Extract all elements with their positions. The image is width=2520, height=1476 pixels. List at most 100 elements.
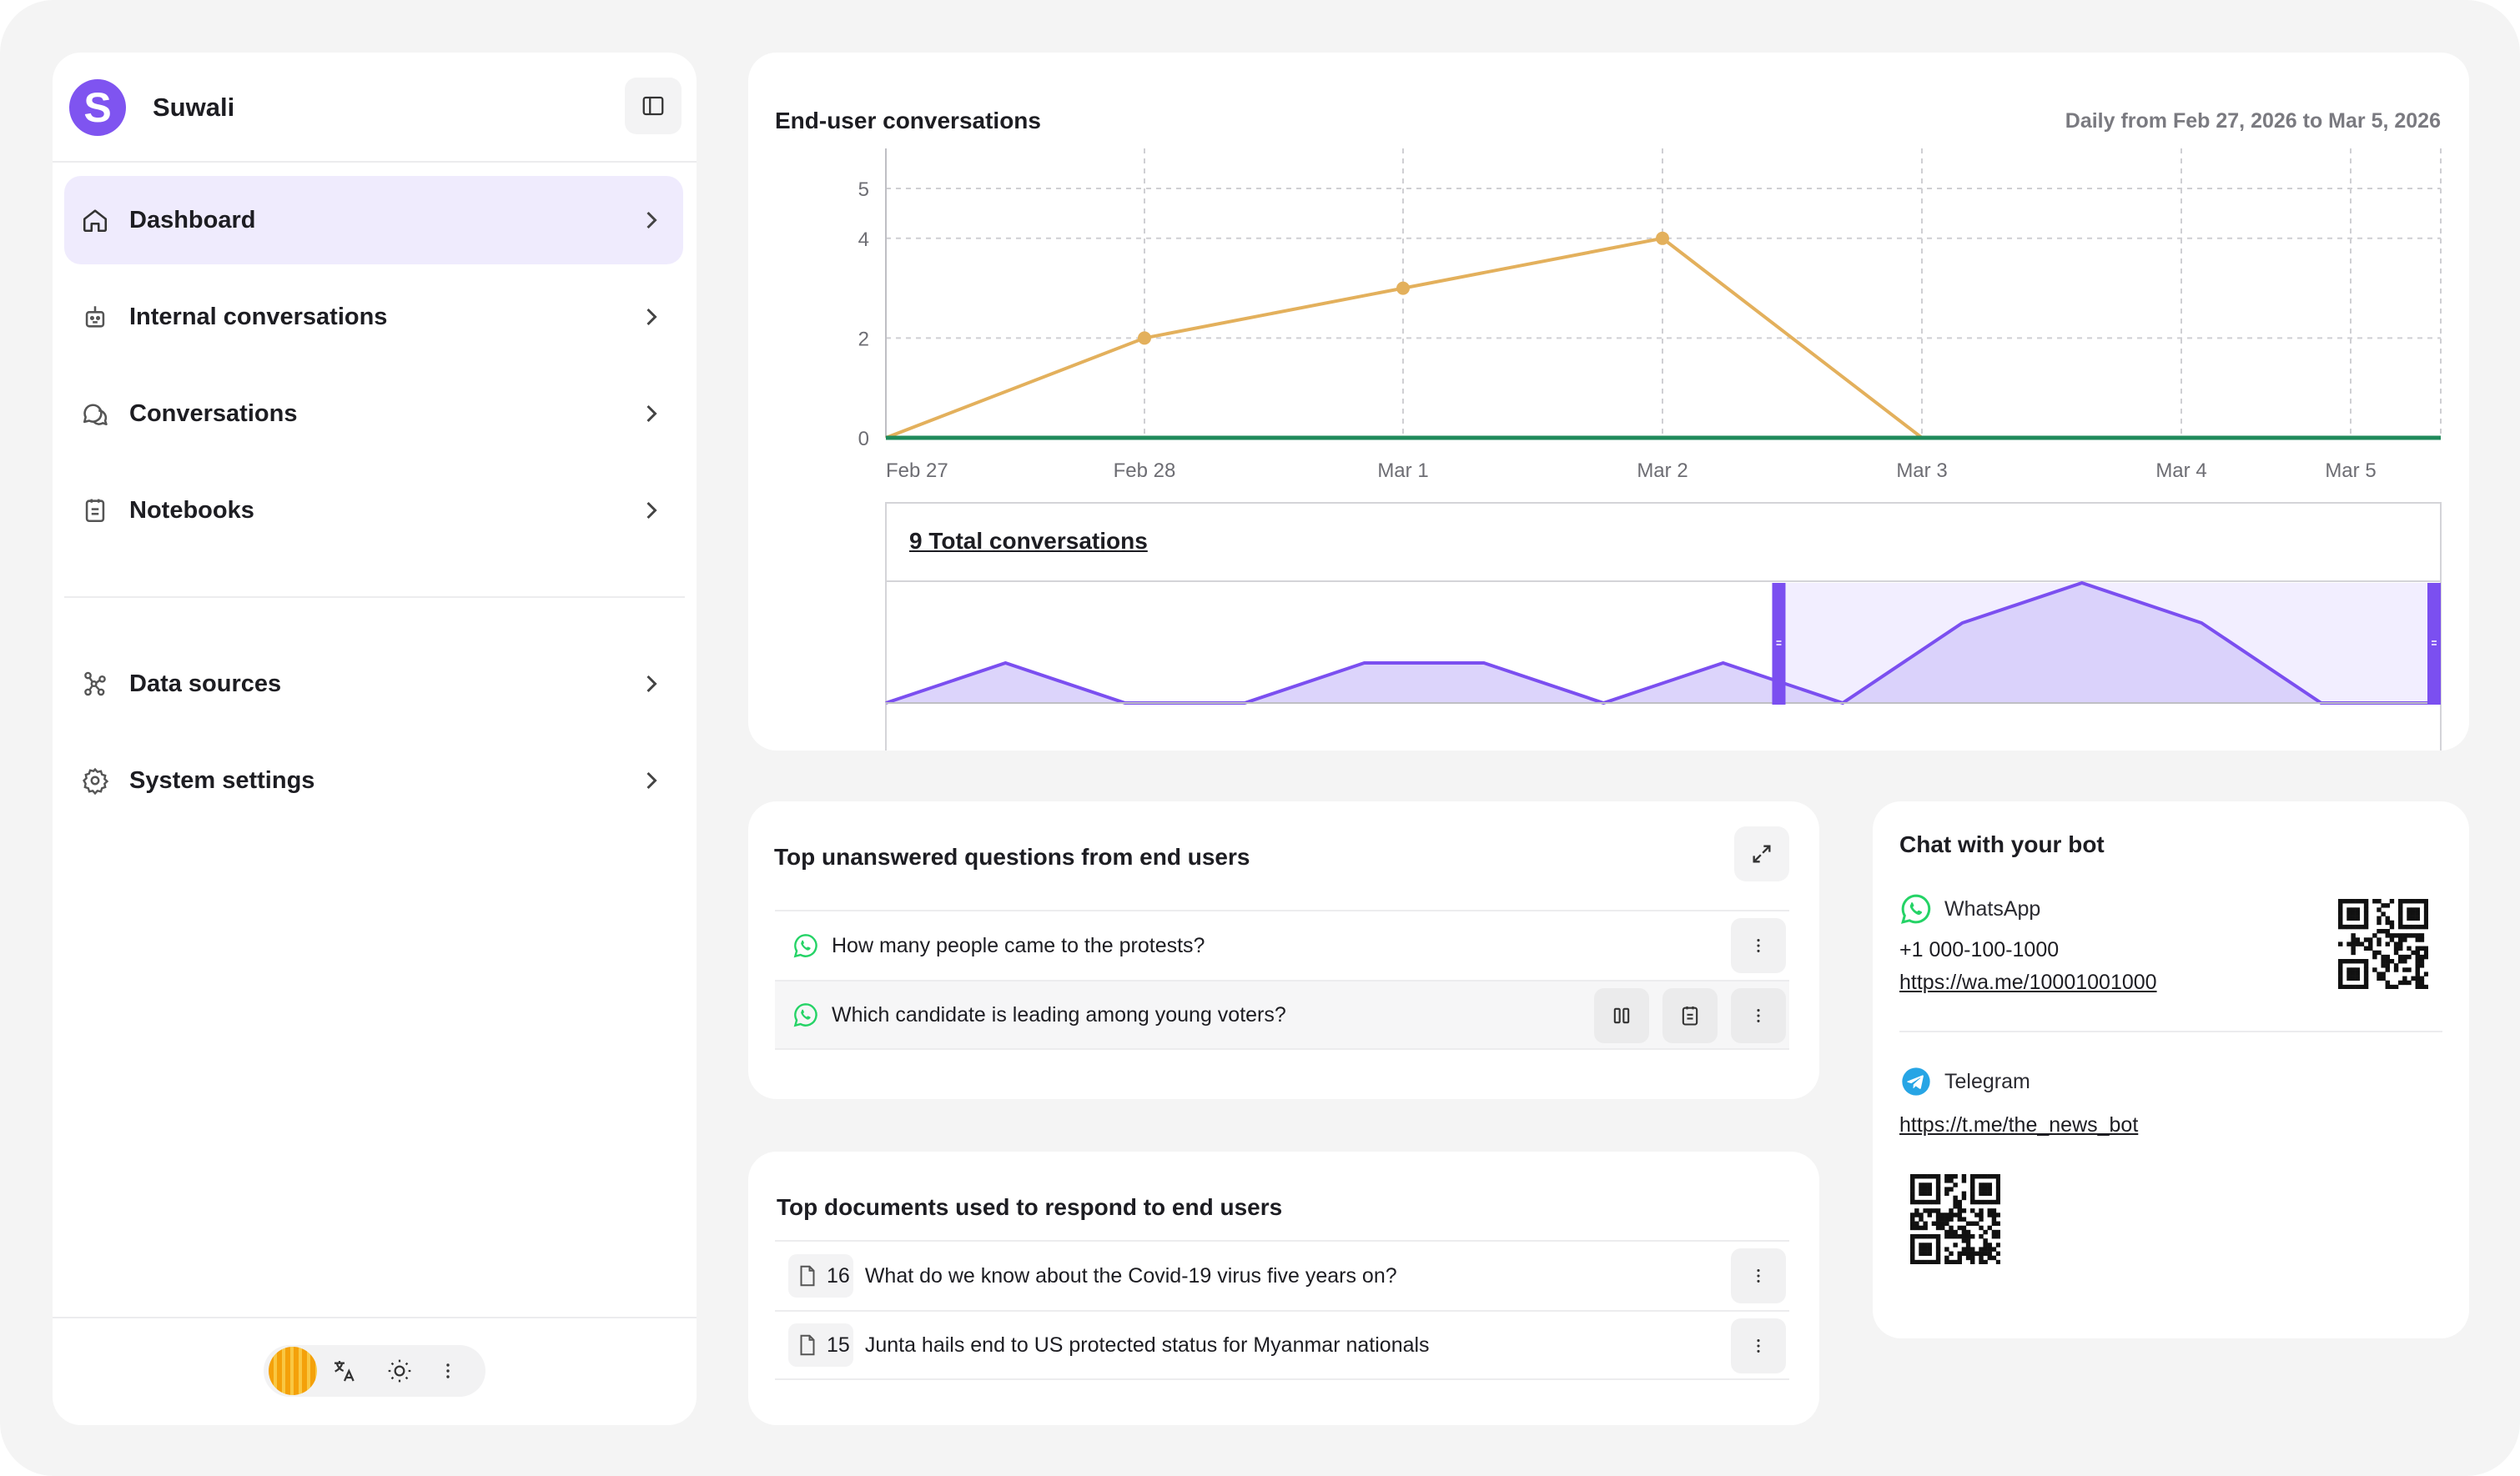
telegram-link[interactable]: https://t.me/the_news_bot (1899, 1113, 2139, 1137)
whatsapp-link[interactable]: https://wa.me/10001001000 (1899, 971, 2157, 994)
sidebar-item-label: Data sources (129, 670, 282, 697)
theme-toggle-button[interactable] (372, 1347, 427, 1395)
sidebar-item-internal-conversations[interactable]: Internal conversations (64, 273, 683, 361)
sidebar-item-label: Dashboard (129, 206, 256, 233)
notebook-icon (1682, 1006, 1698, 1026)
whatsapp-phone: +1 000-100-1000 (1899, 938, 2060, 961)
documents-title: Top documents used to respond to end use… (777, 1194, 1283, 1220)
document-count: 15 (827, 1333, 850, 1357)
divider (1899, 1031, 2442, 1032)
expand-button[interactable] (1734, 826, 1789, 881)
expand-icon (1753, 845, 1771, 863)
total-conversations-link[interactable]: 9 Total conversations (909, 528, 1148, 554)
x-tick-label: Mar 3 (1896, 459, 1947, 482)
home-icon (79, 204, 111, 236)
chevron-right-icon (646, 675, 657, 693)
x-tick-label: Mar 1 (1377, 459, 1428, 482)
x-tick-label: Mar 5 (2325, 459, 2376, 482)
question-text: How many people came to the protests? (832, 933, 1205, 957)
document-row[interactable]: 15 Junta hails end to US protected statu… (775, 1310, 1789, 1380)
whatsapp-qr-code (2338, 899, 2428, 989)
chevron-right-icon (646, 308, 657, 326)
chevron-right-icon (646, 501, 657, 520)
question-text: Which candidate is leading among young v… (832, 1002, 1286, 1027)
translate-button[interactable] (317, 1347, 372, 1395)
line-chart: 0 2 4 5 Feb 27 Feb 28 Mar 1 Mar 2 Mar 3 Mar 4 Mar … (858, 148, 2442, 751)
brand: S Suwali (69, 79, 234, 136)
telegram-qr-code (1910, 1174, 2000, 1264)
sidebar-item-label: System settings (129, 766, 315, 794)
sidebar-item-label: Internal conversations (129, 303, 388, 330)
chevron-right-icon (646, 404, 657, 423)
chevron-right-icon (646, 771, 657, 790)
telegram-icon (1902, 1067, 1930, 1096)
question-row[interactable]: Which candidate is leading among young v… (775, 980, 1789, 1050)
brand-logo: S (69, 79, 126, 136)
data-point (1138, 331, 1151, 345)
translate-icon (334, 1361, 355, 1382)
avatar[interactable] (269, 1347, 317, 1395)
document-icon (800, 1265, 815, 1287)
document-title: Junta hails end to US protected status f… (864, 1333, 1430, 1357)
notebook-icon (79, 495, 111, 526)
divider (64, 596, 685, 598)
data-point (1656, 231, 1669, 245)
sidebar-toggle-icon (642, 96, 664, 116)
whatsapp-icon (792, 931, 820, 960)
divider (53, 161, 697, 163)
chart-title: End-user conversations (775, 108, 1041, 133)
sidebar-item-notebooks[interactable]: Notebooks (64, 466, 683, 555)
more-icon (446, 1363, 450, 1378)
whatsapp-icon (792, 1001, 820, 1029)
y-tick-label: 4 (858, 228, 869, 251)
more-button[interactable] (427, 1347, 469, 1395)
questions-title: Top unanswered questions from end users (774, 844, 1250, 870)
whatsapp-channel: WhatsApp (1899, 892, 2040, 926)
chat-with-bot-card: Chat with your bot WhatsApp +1 000-100-1… (1873, 801, 2469, 1338)
document-count: 16 (827, 1263, 850, 1288)
sidebar-item-conversations[interactable]: Conversations (64, 369, 683, 458)
document-title: What do we know about the Covid-19 virus… (864, 1263, 1397, 1288)
columns-button[interactable] (1594, 988, 1649, 1043)
more-icon (1757, 1009, 1760, 1022)
chat-title: Chat with your bot (1899, 831, 2105, 857)
bot-icon (79, 301, 111, 333)
gear-icon (79, 765, 111, 796)
data-point (1396, 281, 1410, 295)
brand-name: Suwali (153, 93, 235, 122)
x-tick-label: Mar 4 (2155, 459, 2206, 482)
x-tick-label: Feb 28 (1114, 459, 1176, 482)
row-menu-button[interactable] (1731, 918, 1786, 973)
top-documents-card: Top documents used to respond to end use… (748, 1152, 1819, 1425)
sidebar-item-dashboard[interactable]: Dashboard (64, 176, 683, 264)
brush-handle[interactable] (2427, 583, 2441, 705)
row-menu-button[interactable] (1731, 988, 1786, 1043)
document-count-badge: 16 (788, 1254, 853, 1298)
x-tick-label: Mar 2 (1637, 459, 1688, 482)
document-row[interactable]: 16 What do we know about the Covid-19 vi… (775, 1240, 1789, 1310)
chat-bubbles-icon (79, 398, 111, 429)
document-icon (800, 1334, 815, 1356)
columns-icon (1613, 1007, 1630, 1024)
conversations-chart-card: End-user conversations Daily from Feb 27… (748, 53, 2469, 751)
unanswered-questions-card: Top unanswered questions from end users … (748, 801, 1819, 1099)
sidebar-footer (264, 1345, 485, 1397)
row-menu-button[interactable] (1731, 1318, 1786, 1373)
more-icon (1757, 939, 1760, 952)
brush-handle[interactable] (1772, 583, 1786, 705)
row-menu-button[interactable] (1731, 1248, 1786, 1303)
sidebar: S Suwali Dashboard Internal conversation… (53, 53, 697, 1425)
sidebar-item-system-settings[interactable]: System settings (64, 736, 683, 825)
y-tick-label: 2 (858, 328, 869, 350)
question-row[interactable]: How many people came to the protests? (775, 910, 1789, 980)
nodes-icon (79, 668, 111, 700)
sun-icon (388, 1359, 411, 1383)
brush-area (886, 583, 2441, 703)
toggle-sidebar-button[interactable] (625, 78, 682, 134)
telegram-channel: Telegram (1899, 1065, 2030, 1098)
notebook-button[interactable] (1662, 988, 1718, 1043)
sidebar-item-data-sources[interactable]: Data sources (64, 640, 683, 728)
y-tick-label: 0 (858, 428, 869, 450)
more-icon (1757, 1339, 1760, 1353)
